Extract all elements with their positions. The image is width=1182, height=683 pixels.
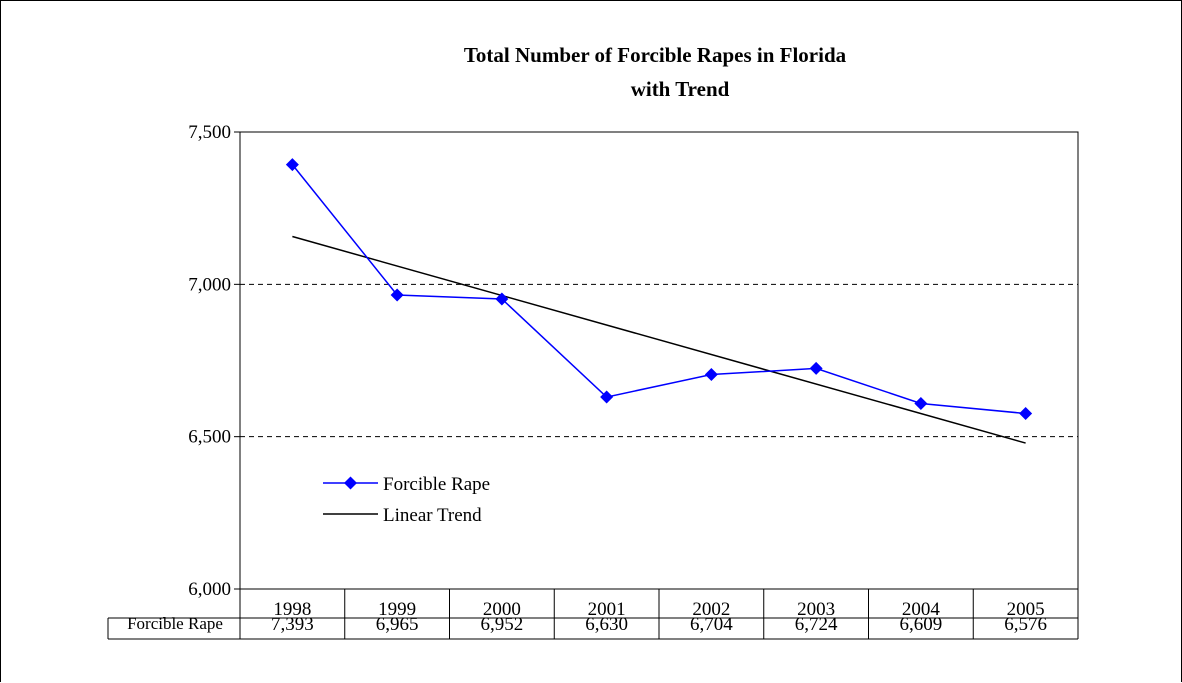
plot-area [239,131,1079,590]
data-point-forcible-rape [390,288,404,302]
data-point-forcible-rape [600,390,614,404]
x-category-label: 2000 [483,599,521,620]
x-category-label: 2002 [692,599,730,620]
table-value-cell: 6,630 [585,614,628,635]
y-tick-label: 6,000 [188,579,231,600]
x-category-label: 2001 [588,599,626,620]
x-category-label: 1998 [273,599,311,620]
data-point-forcible-rape [495,292,509,306]
table-value-cell: 6,609 [900,614,943,635]
x-category-label: 1999 [378,599,416,620]
y-tick-label: 7,500 [188,122,231,143]
x-category-label: 2003 [797,599,835,620]
data-point-forcible-rape [704,368,718,382]
gridlines [240,283,1078,438]
data-point-forcible-rape [285,158,299,172]
table-value-cell: 6,952 [481,614,524,635]
y-axis: 6,000 6,500 7,000 7,500 [188,122,240,600]
table-value-cell: 6,704 [690,614,733,635]
legend-forcible-rape-marker [344,476,357,490]
table-value-cell: 6,576 [1004,614,1047,635]
table-value-cell: 7,393 [271,614,314,635]
table-value-cell: 6,724 [795,614,838,635]
chart-subtitle: with Trend [631,77,730,101]
x-category-label: 2004 [902,599,941,620]
legend: Forcible Rape Linear Trend [323,474,490,526]
y-tick-label: 7,000 [188,274,231,295]
legend-label-forcible-rape: Forcible Rape [383,474,490,495]
y-tick-label: 6,500 [188,427,231,448]
chart-title: Total Number of Forcible Rapes in Florid… [464,43,847,67]
series-linear-trend-line [292,235,1026,444]
data-point-forcible-rape [809,361,823,375]
table-row-header: Forcible Rape [127,614,223,633]
series-forcible-rape-line [291,164,1026,415]
legend-label-linear-trend: Linear Trend [383,505,482,526]
series-layer [285,158,1033,444]
table-value-cell: 6,965 [376,614,419,635]
data-point-forcible-rape [1019,407,1033,421]
x-category-label: 2005 [1007,599,1045,620]
data-point-forcible-rape [914,396,928,410]
